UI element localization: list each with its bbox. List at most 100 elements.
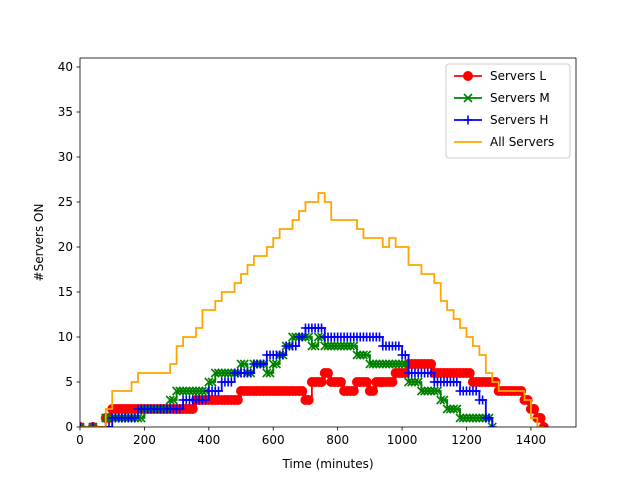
data-point (400, 350, 410, 360)
data-point (358, 350, 368, 360)
data-point (335, 377, 346, 387)
data-point (265, 368, 275, 378)
y-tick-label: 30 (58, 150, 73, 164)
data-point (538, 422, 549, 427)
data-point (130, 413, 140, 423)
legend-label: All Servers (490, 135, 554, 149)
legend-entry: Servers L (454, 69, 546, 83)
data-point (323, 368, 333, 378)
data-point (313, 332, 323, 342)
legend-label: Servers M (490, 91, 550, 105)
data-point (449, 404, 459, 414)
data-point (529, 404, 540, 414)
data-point (375, 332, 385, 342)
data-point (345, 341, 356, 351)
x-tick-label: 1000 (387, 433, 418, 447)
data-point (291, 341, 301, 351)
y-axis-label: #Servers ON (32, 204, 46, 282)
legend-frame (445, 63, 571, 159)
data-point (213, 386, 223, 396)
data-point (464, 368, 475, 378)
data-point (104, 422, 114, 427)
x-axis: 0 200 400 600 800 1000 1200 1400 (76, 427, 546, 447)
plot-frame (79, 57, 577, 428)
data-point (80, 422, 85, 427)
x-tick-label: 200 (133, 433, 156, 447)
legend-marker (463, 93, 473, 103)
data-point (307, 341, 317, 351)
data-point (387, 377, 398, 387)
series-servers-h (80, 323, 497, 427)
x-tick-label: 600 (262, 433, 285, 447)
data-point (316, 377, 327, 387)
y-tick-label: 40 (58, 60, 73, 74)
data-point (432, 386, 443, 396)
data-point (168, 395, 178, 405)
data-point (484, 413, 494, 423)
legend-entry: Servers H (454, 113, 548, 127)
data-point (239, 359, 249, 369)
data-point (426, 368, 436, 378)
data-point (297, 386, 308, 396)
data-point (452, 404, 462, 414)
legend: Servers L Servers M Servers H All Servers (445, 63, 571, 159)
data-point (362, 350, 372, 360)
x-tick-label: 1400 (516, 433, 547, 447)
data-point (349, 341, 359, 351)
data-point (232, 395, 243, 405)
data-point (204, 377, 214, 387)
data-point (439, 395, 449, 405)
legend-marker (463, 115, 473, 125)
data-point (278, 350, 288, 360)
data-point (471, 386, 481, 396)
data-point (271, 359, 282, 369)
data-point (88, 422, 98, 427)
data-point (394, 341, 404, 351)
data-point (426, 359, 437, 369)
data-point (246, 368, 256, 378)
x-tick-label: 800 (326, 433, 349, 447)
y-tick-label: 15 (58, 285, 73, 299)
data-point (175, 404, 185, 414)
series-all-servers (80, 192, 544, 427)
data-point (259, 359, 269, 369)
x-tick-label: 400 (197, 433, 220, 447)
y-tick-label: 0 (65, 420, 73, 434)
data-point (429, 386, 439, 396)
x-tick-label: 0 (76, 433, 84, 447)
data-point (410, 377, 420, 387)
data-point (303, 395, 314, 405)
y-tick-label: 35 (58, 105, 73, 119)
data-point (413, 377, 423, 387)
data-point (201, 395, 211, 405)
data-point (226, 377, 236, 387)
data-point (262, 368, 272, 378)
series-servers-l (80, 359, 549, 427)
data-point (348, 386, 359, 396)
legend-marker (463, 71, 473, 81)
data-point (452, 377, 462, 387)
data-point (487, 422, 497, 427)
y-tick-label: 10 (58, 330, 73, 344)
series-layer (80, 192, 549, 427)
data-point (197, 386, 207, 396)
data-point (88, 422, 98, 427)
data-point (310, 341, 320, 351)
data-point (368, 386, 379, 396)
x-tick-label: 1200 (451, 433, 482, 447)
y-tick-label: 25 (58, 195, 73, 209)
data-point (165, 395, 175, 405)
data-point (397, 359, 407, 369)
y-axis: 0 5 10 15 20 25 30 35 40 (58, 60, 80, 434)
data-point (361, 377, 372, 387)
data-point (207, 377, 217, 387)
legend-label: Servers H (490, 113, 548, 127)
data-point (236, 359, 246, 369)
data-point (187, 404, 198, 414)
series-line (80, 192, 544, 427)
data-point (436, 395, 446, 405)
data-point (317, 323, 327, 333)
y-tick-label: 5 (65, 375, 73, 389)
data-point (487, 422, 497, 427)
